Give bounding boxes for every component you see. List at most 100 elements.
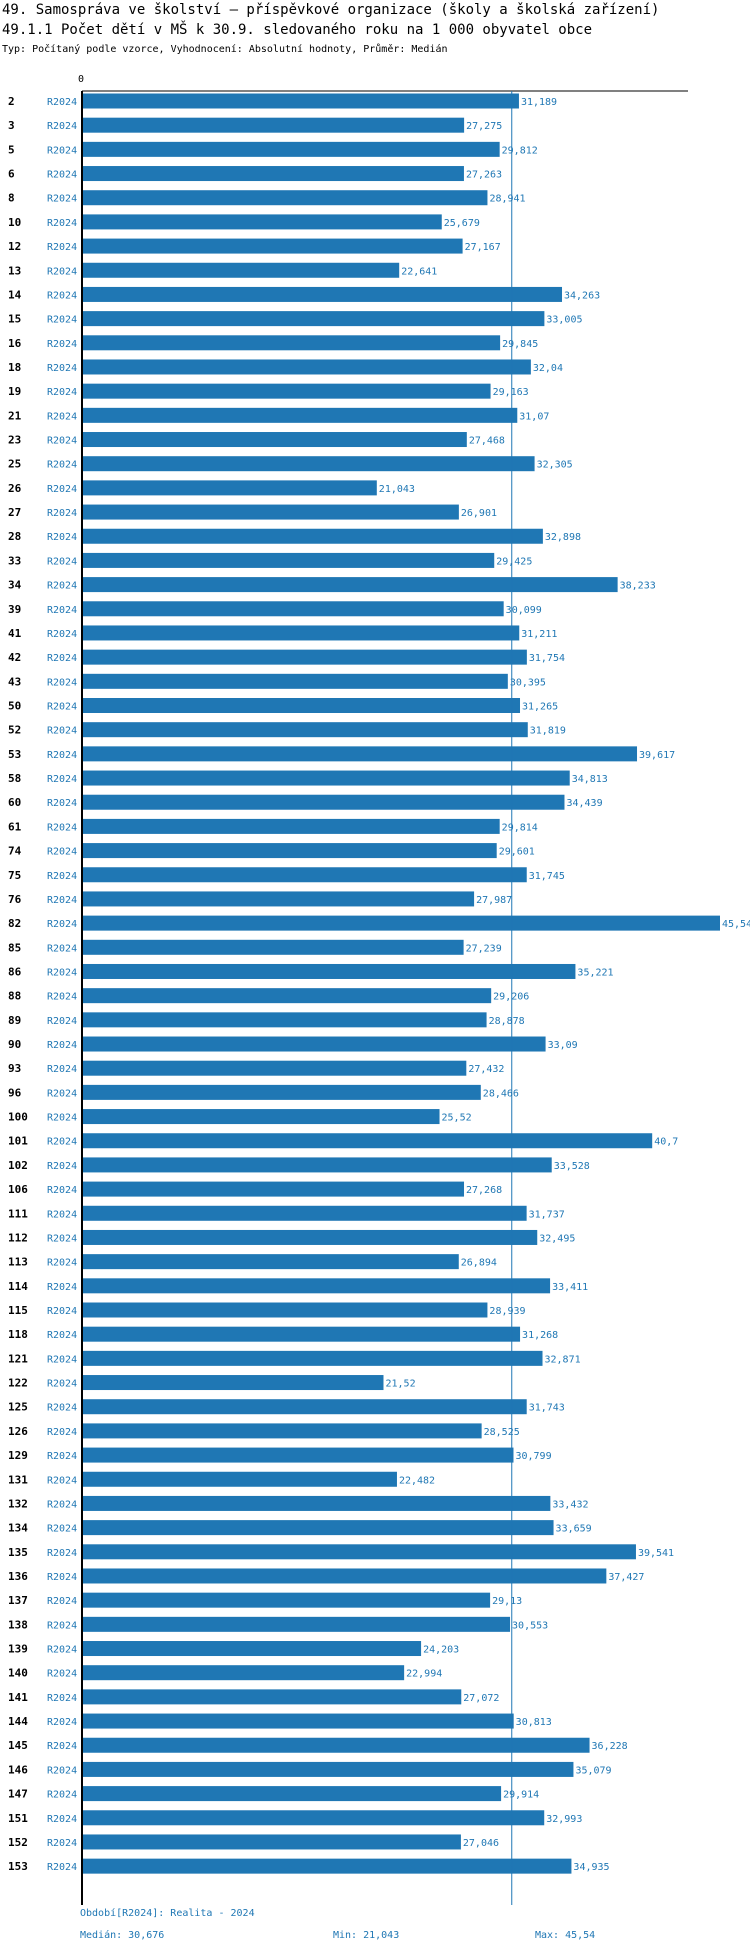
bar [82,1423,482,1439]
series-label: R2024 [47,1620,77,1631]
series-label: R2024 [47,436,77,447]
bar [82,1761,574,1777]
bar [82,673,508,689]
value-label: 21,52 [385,1379,415,1390]
category-label: 122 [8,1377,28,1390]
value-label: 30,395 [510,677,546,688]
value-label: 32,04 [533,363,563,374]
bar [82,1544,636,1560]
chart-type-info: Typ: Počítaný podle vzorce, Vyhodnocení:… [2,44,448,55]
series-label: R2024 [47,1838,77,1849]
value-label: 31,211 [521,629,557,640]
bar [82,1109,440,1125]
bar [82,988,492,1004]
value-label: 31,754 [529,653,565,664]
bar [82,359,531,375]
series-label: R2024 [47,822,77,833]
series-label: R2024 [47,411,77,422]
bar [82,722,528,738]
series-label: R2024 [47,1403,77,1414]
bar [82,1229,538,1245]
series-label: R2024 [47,1765,77,1776]
bar [82,1157,552,1173]
value-label: 27,468 [469,436,505,447]
bar [82,746,638,762]
value-label: 32,993 [546,1814,582,1825]
value-label: 28,525 [484,1427,520,1438]
bar [82,407,518,423]
value-label: 28,941 [489,194,525,205]
series-label: R2024 [47,677,77,688]
series-label: R2024 [47,1427,77,1438]
bar [82,1834,461,1850]
value-label: 29,814 [502,822,538,833]
bar [82,1326,521,1342]
value-label: 31,189 [521,97,557,108]
category-label: 6 [8,168,15,181]
category-label: 76 [8,893,22,906]
bar [82,214,442,230]
series-label: R2024 [47,339,77,350]
value-label: 39,541 [638,1548,674,1559]
category-label: 25 [8,458,21,471]
category-label: 23 [8,434,21,447]
bar [82,528,543,544]
bar [82,1375,384,1391]
series-label: R2024 [47,1379,77,1390]
bar [82,891,475,907]
value-label: 31,745 [529,871,565,882]
value-label: 26,894 [461,1258,497,1269]
bar [82,963,576,979]
bar [82,1060,467,1076]
series-label: R2024 [47,1016,77,1027]
value-label: 34,263 [564,290,600,301]
bar [82,1665,405,1681]
bar [82,939,464,955]
category-label: 82 [8,917,21,930]
series-label: R2024 [47,1258,77,1269]
category-label: 114 [8,1280,28,1293]
bar [82,1133,653,1149]
value-label: 33,005 [546,315,582,326]
series-label: R2024 [47,1499,77,1510]
value-label: 39,617 [639,750,675,761]
series-label: R2024 [47,1669,77,1680]
category-label: 144 [8,1715,28,1728]
value-label: 27,239 [466,943,502,954]
series-label: R2024 [47,1596,77,1607]
category-label: 140 [8,1667,28,1680]
series-label: R2024 [47,315,77,326]
bar [82,383,491,399]
bar [82,141,500,157]
series-label: R2024 [47,1475,77,1486]
value-label: 26,901 [461,508,497,519]
category-label: 33 [8,554,21,567]
series-label: R2024 [47,992,77,1003]
category-label: 125 [8,1401,28,1414]
value-label: 27,167 [465,242,501,253]
category-label: 106 [8,1183,28,1196]
category-label: 74 [8,845,22,858]
value-label: 35,079 [575,1765,611,1776]
value-label: 33,659 [556,1524,592,1535]
bar [82,577,618,593]
bar [82,286,563,302]
bar [82,1447,514,1463]
series-label: R2024 [47,508,77,519]
footer-min: Min: 21,043 [333,1930,400,1941]
bar [82,1302,488,1318]
series-label: R2024 [47,1185,77,1196]
bar [82,190,488,206]
series-label: R2024 [47,460,77,471]
series-label: R2024 [47,1790,77,1801]
value-label: 28,466 [483,1088,519,1099]
value-label: 29,845 [502,339,538,350]
series-label: R2024 [47,726,77,737]
value-label: 29,425 [496,556,532,567]
bar [82,1471,397,1487]
value-label: 30,553 [512,1620,548,1631]
category-label: 111 [8,1207,28,1220]
category-label: 3 [8,119,15,132]
bar [82,1205,527,1221]
category-label: 93 [8,1062,21,1075]
